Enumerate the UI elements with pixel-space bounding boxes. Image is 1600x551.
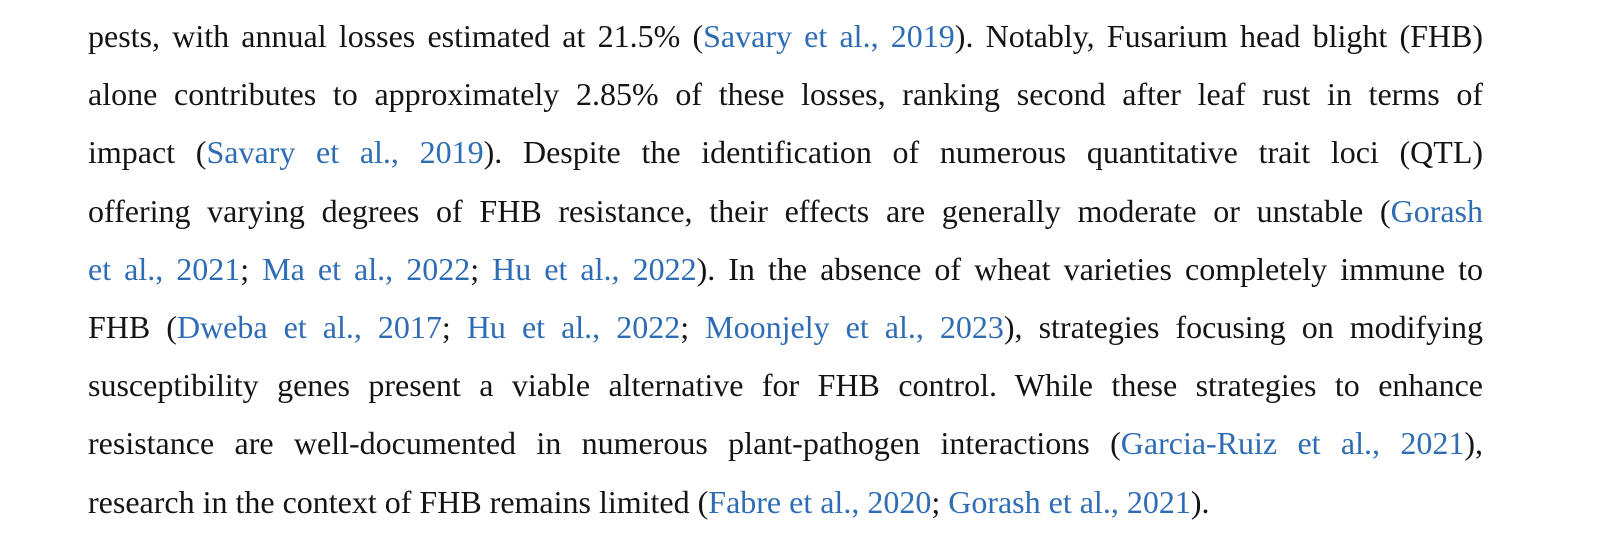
body-paragraph: pests, with annual losses estimated at 2… (88, 7, 1483, 531)
citation-link[interactable]: Savary et al., 2019 (206, 134, 484, 171)
body-text: resistance are well-documented in numero… (88, 425, 1121, 462)
body-text: ). Notably, Fusarium head blight (FHB) (954, 18, 1484, 54)
citation-link[interactable]: Savary et al., 2019 (703, 18, 955, 54)
body-text: ; (680, 308, 706, 345)
body-text: alone contributes to approximately 2.85%… (88, 76, 1483, 113)
paragraph-line: impact (Savary et al., 2019). Despite th… (88, 123, 1483, 181)
body-text: ), strategies focusing on modifying (1003, 308, 1484, 345)
paragraph-line: et al., 2021; Ma et al., 2022; Hu et al.… (88, 240, 1483, 298)
body-text: ; (470, 250, 493, 287)
body-text: ; (931, 483, 949, 520)
body-text: ; (441, 308, 467, 345)
document-page: pests, with annual losses estimated at 2… (88, 7, 1483, 531)
body-text: FHB ( (88, 308, 177, 345)
body-text: ). Despite the identification of numerou… (483, 134, 1484, 171)
citation-link[interactable]: et al., 2021 (88, 250, 241, 287)
citation-link[interactable]: Dweba et al., 2017 (176, 308, 442, 345)
body-text: ). In the absence of wheat varieties com… (696, 250, 1484, 287)
citation-link[interactable]: Ma et al., 2022 (262, 250, 471, 287)
paragraph-line: FHB (Dweba et al., 2017; Hu et al., 2022… (88, 298, 1483, 356)
citation-link[interactable]: Moonjely et al., 2023 (705, 308, 1004, 345)
citation-link[interactable]: Garcia-Ruiz et al., 2021 (1120, 425, 1465, 462)
paragraph-line: susceptibility genes present a viable al… (88, 356, 1483, 414)
body-text: pests, with annual losses estimated at 2… (88, 18, 704, 54)
citation-link[interactable]: Gorash (1390, 192, 1483, 229)
paragraph-line: research in the context of FHB remains l… (88, 473, 1483, 531)
body-text: impact ( (88, 134, 207, 171)
body-text: ). (1190, 483, 1210, 520)
body-text: research in the context of FHB remains l… (88, 483, 709, 520)
body-text: offering varying degrees of FHB resistan… (88, 192, 1391, 229)
body-text: ), (1464, 425, 1484, 462)
body-text: ; (240, 250, 263, 287)
paragraph-line: alone contributes to approximately 2.85%… (88, 65, 1483, 123)
paragraph-line: offering varying degrees of FHB resistan… (88, 182, 1483, 240)
paragraph-line: resistance are well-documented in numero… (88, 414, 1483, 472)
body-text: susceptibility genes present a viable al… (88, 367, 1483, 404)
citation-link[interactable]: Fabre et al., 2020 (708, 483, 932, 520)
citation-link[interactable]: Hu et al., 2022 (492, 250, 697, 287)
citation-link[interactable]: Hu et al., 2022 (466, 308, 681, 345)
citation-link[interactable]: Gorash et al., 2021 (948, 483, 1191, 520)
paragraph-line: pests, with annual losses estimated at 2… (88, 7, 1483, 65)
